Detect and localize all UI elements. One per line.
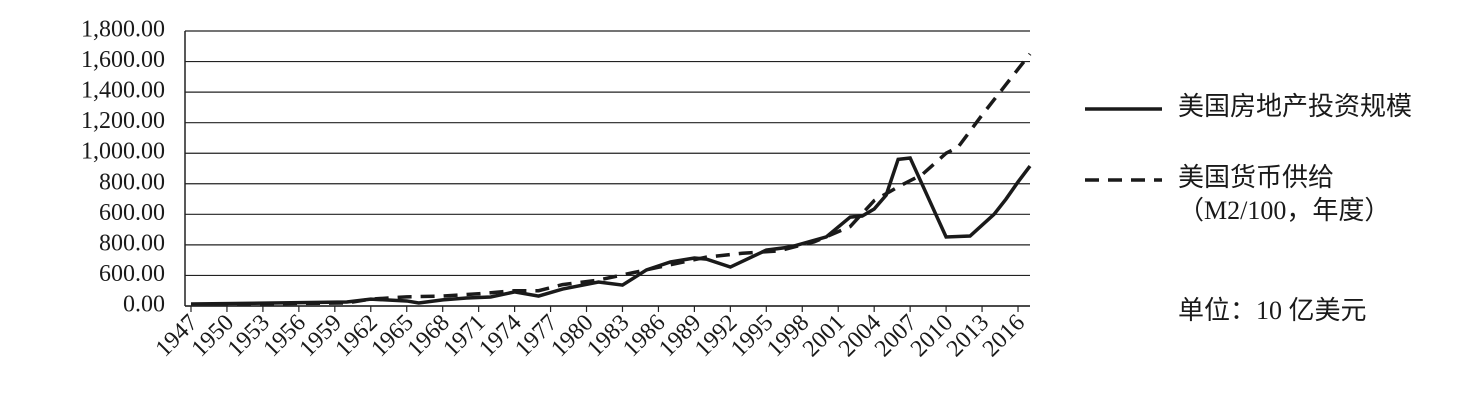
y-tick-label: 0.00 [123,292,165,318]
legend-label: 美国房地产投资规模 [1178,92,1412,121]
x-tick-label: 2016 [978,310,1030,362]
y-tick-label: 800.00 [99,230,165,256]
legend-label: 美国货币供给 [1178,163,1334,192]
y-tick-label: 1,400.00 [81,78,165,104]
series-line [190,156,1032,306]
unit-note: 单位：10 亿美元 [1178,296,1367,325]
y-tick-label: 1,200.00 [81,108,165,134]
legend-note: （M2/100，年度） [1178,196,1390,225]
y-tick-label: 600.00 [99,261,165,287]
y-tick-label: 1,000.00 [81,139,165,165]
y-tick-label: 800.00 [99,169,165,195]
y-tick-label: 1,600.00 [81,47,165,73]
y-tick-label: 1,800.00 [81,17,165,43]
series-line [190,52,1032,307]
y-tick-label: 600.00 [99,200,165,226]
